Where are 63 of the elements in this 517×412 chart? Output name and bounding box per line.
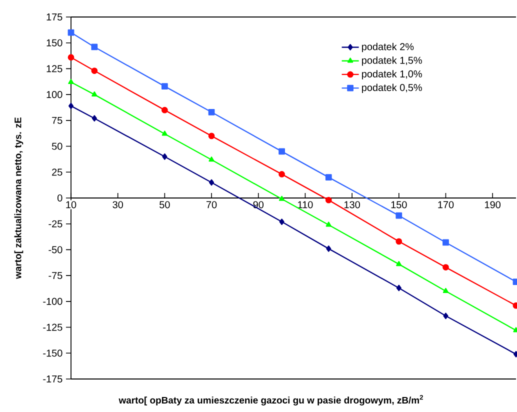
- point: [161, 106, 168, 114]
- point: [91, 44, 98, 50]
- point: [396, 284, 402, 292]
- x-axis-title: warto[ opBaty za umieszczenie gazoci gu w pasie drogowym, zB/m$^{2}$: [118, 395, 423, 406]
- y-tick-label: 25: [52, 168, 62, 176]
- point: [208, 156, 214, 162]
- point: [162, 153, 168, 160]
- y-tick-label: 75: [52, 116, 62, 124]
- y-axis-title: warto[ zaktualizowana netto, tys. zE: [14, 117, 24, 279]
- legend-label: podatek 1,5%: [362, 56, 422, 66]
- point: [396, 261, 402, 266]
- point: [442, 264, 449, 270]
- legend-label: podatek 0,5%: [362, 84, 422, 94]
- x-tick-label: 70: [206, 201, 217, 208]
- point: [442, 239, 449, 246]
- x-tick-label: 130: [344, 201, 360, 208]
- y-tick-label: 150: [46, 39, 62, 46]
- point: [325, 196, 332, 204]
- y-tick-label: 50: [52, 142, 62, 150]
- x-tick-label: 170: [438, 201, 454, 208]
- point: [443, 312, 448, 320]
- legend-label: podatek 2%: [362, 42, 414, 52]
- point: [68, 102, 74, 110]
- y-tick-label: -150: [43, 350, 62, 357]
- y-tick-label: 100: [46, 91, 62, 98]
- x-tick-label: 50: [160, 201, 170, 208]
- point: [325, 174, 332, 180]
- y-tick-label: -175: [43, 376, 62, 382]
- x-tick-label: 190: [485, 201, 501, 208]
- point: [396, 212, 402, 219]
- point: [92, 91, 98, 96]
- point: [442, 288, 449, 293]
- point: [208, 179, 214, 186]
- point: [278, 196, 285, 201]
- point: [208, 132, 215, 140]
- x-tick-label: 10: [66, 201, 76, 208]
- point: [326, 245, 332, 252]
- point: [208, 108, 215, 116]
- y-tick-label: -25: [48, 220, 62, 228]
- point: [396, 238, 402, 245]
- y-tick-label: 0: [57, 194, 62, 202]
- point: [278, 171, 285, 178]
- y-tick-label: -125: [43, 324, 62, 331]
- point: [91, 68, 98, 74]
- point: [279, 218, 284, 225]
- x-tick-label: 30: [112, 201, 123, 208]
- legend-label: podatek 1,0%: [362, 70, 422, 80]
- y-tick-label: 125: [46, 65, 62, 72]
- point: [68, 54, 74, 61]
- point: [68, 29, 74, 36]
- point: [162, 130, 168, 136]
- x-tick-label: 150: [391, 201, 407, 208]
- point: [92, 115, 97, 122]
- y-tick-label: -100: [43, 298, 62, 305]
- point: [68, 78, 74, 84]
- y-tick-label: -75: [48, 272, 62, 280]
- point: [326, 222, 332, 227]
- x-tick-label: 90: [253, 201, 264, 208]
- point: [278, 148, 285, 155]
- point: [161, 83, 168, 90]
- x-tick-label: 110: [298, 201, 313, 208]
- y-tick-label: 175: [46, 14, 62, 20]
- y-tick-label: -50: [48, 246, 62, 254]
